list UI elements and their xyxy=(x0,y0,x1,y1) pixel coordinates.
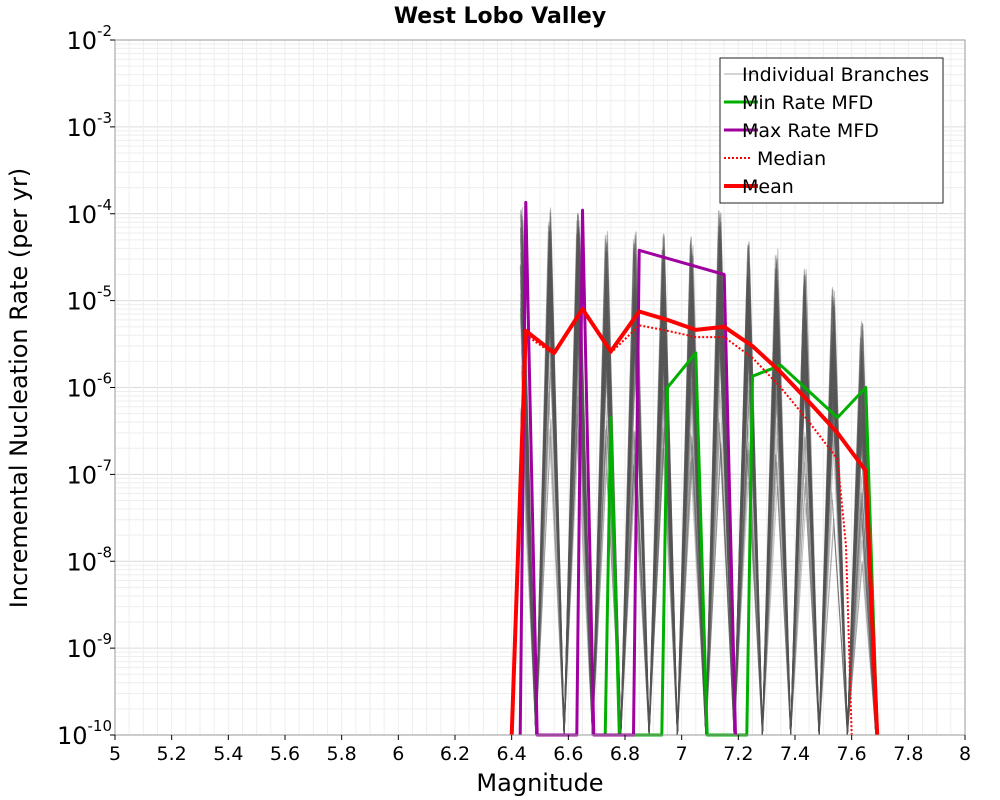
y-axis-label: Incremental Nucleation Rate (per yr) xyxy=(5,168,33,608)
x-tick-label: 7.4 xyxy=(780,743,810,765)
x-axis-label: Magnitude xyxy=(476,769,603,797)
x-tick-label: 7.8 xyxy=(893,743,923,765)
x-tick-label: 5.6 xyxy=(270,743,300,765)
series-line-max-rate-mfd xyxy=(518,200,737,737)
x-tick-label: 6 xyxy=(392,743,404,765)
y-tick-label: 10-4 xyxy=(66,196,112,229)
y-tick-label: 10-8 xyxy=(66,543,112,576)
x-tick-label: 5.8 xyxy=(327,743,357,765)
x-tick-label: 7.6 xyxy=(837,743,867,765)
y-tick-label: 10-6 xyxy=(66,370,112,403)
x-tick-label: 7.2 xyxy=(723,743,753,765)
x-tick-label: 5.4 xyxy=(213,743,243,765)
x-axis-ticks: 5 5.2 5.4 5.6 5.8 6 6.2 6.4 6.6 6.8 7 7.2 7.4 7.6 7.8 8 xyxy=(109,735,971,765)
chart-title: West Lobo Valley xyxy=(394,4,606,29)
y-tick-label: 10-2 xyxy=(66,22,112,55)
x-tick-label: 6.2 xyxy=(440,743,470,765)
y-tick-label: 10-3 xyxy=(66,109,112,142)
x-tick-label: 8 xyxy=(959,743,971,765)
legend-entry: Max Rate MFD xyxy=(742,120,879,142)
legend: Individual Branches Min Rate MFD Max Rate … xyxy=(719,57,944,204)
y-tick-label: 10-5 xyxy=(66,283,112,316)
x-tick-label: 6.6 xyxy=(553,743,583,765)
legend-entry: Min Rate MFD xyxy=(742,92,873,114)
y-tick-label: 10-7 xyxy=(66,456,112,489)
x-tick-label: 5 xyxy=(109,743,121,765)
legend-entry: Individual Branches xyxy=(742,64,929,86)
y-axis-ticks: 10-10 10-9 10-8 10-7 10-6 10-5 10-4 10-3 10-2 xyxy=(57,22,115,750)
legend-entry: Mean xyxy=(742,176,794,198)
x-tick-label: 7 xyxy=(676,743,688,765)
x-tick-label: 6.8 xyxy=(610,743,640,765)
x-tick-label: 5.2 xyxy=(157,743,187,765)
legend-entry: Median xyxy=(757,148,826,170)
y-tick-label: 10-10 xyxy=(57,717,112,750)
y-tick-label: 10-9 xyxy=(66,630,112,663)
branch-line xyxy=(520,236,877,736)
series-line-mean xyxy=(509,307,880,736)
x-tick-label: 6.4 xyxy=(497,743,527,765)
